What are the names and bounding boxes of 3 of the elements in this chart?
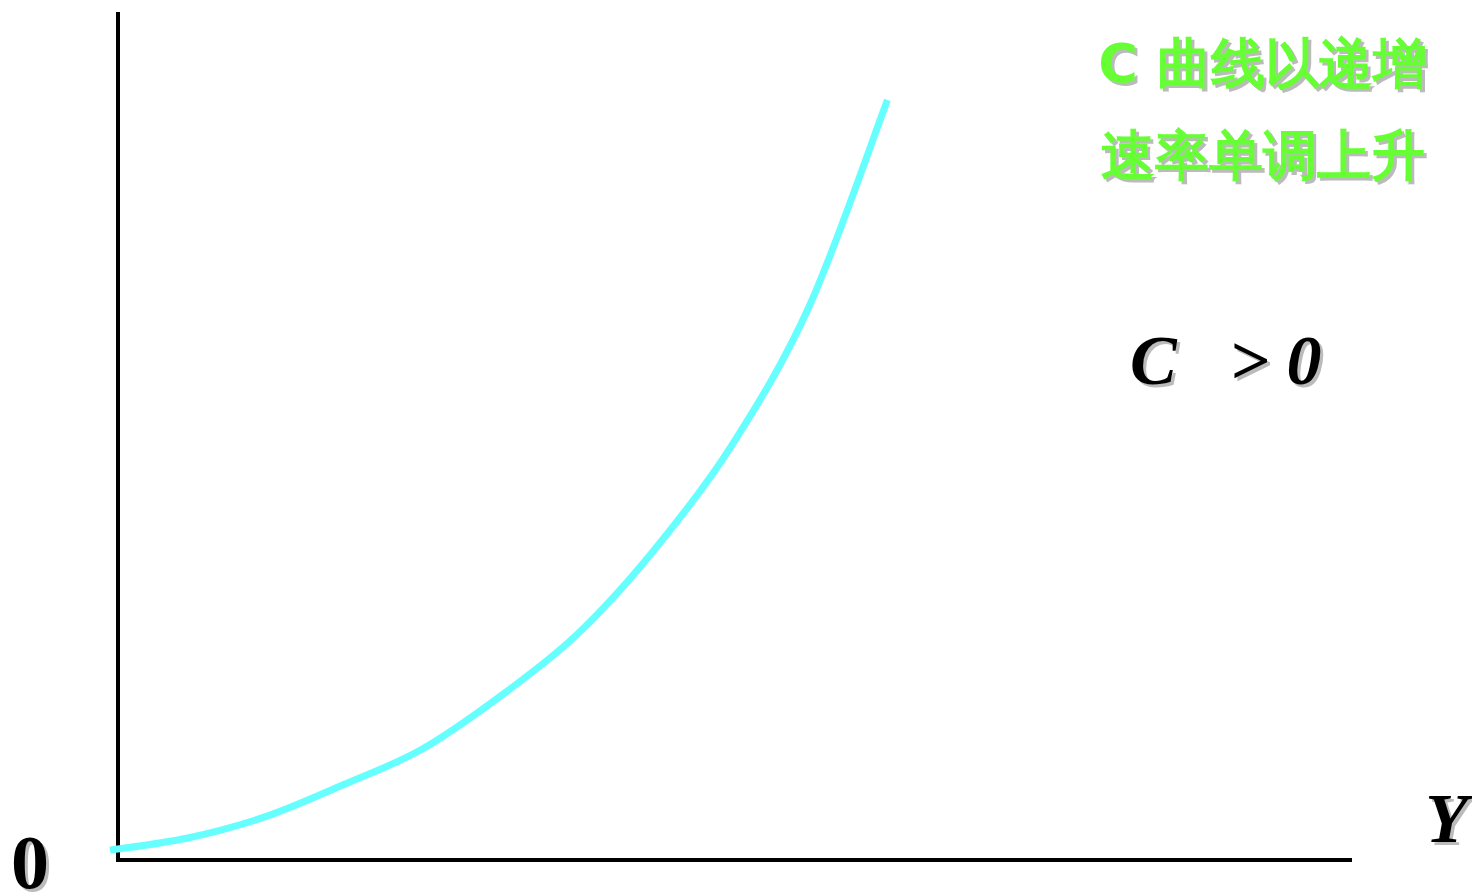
text: C 曲线以递增速率单调上升 xyxy=(1097,31,1428,189)
text: 0 xyxy=(11,820,49,895)
text: C > 0 xyxy=(1130,322,1322,399)
